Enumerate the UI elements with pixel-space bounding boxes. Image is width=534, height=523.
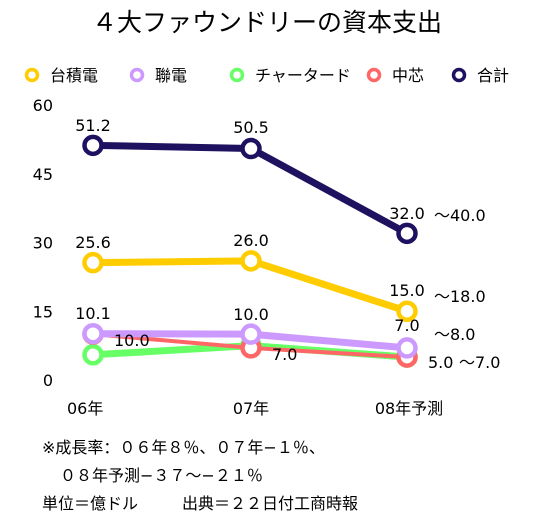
legend-marker-2 [229, 67, 245, 83]
data-labels: 51.2 50.532.025.6 26.015.010.1 10.07.010.07… [75, 116, 500, 372]
y-tick-label: 0 [43, 371, 53, 390]
data-label: 10.0 [233, 305, 269, 324]
y-tick-label: 15 [33, 302, 53, 321]
data-label: 5.0 [428, 353, 453, 372]
legend-label-3: 中芯 [392, 66, 424, 85]
data-label: 51.2 [75, 116, 111, 135]
x-tick-label: 08年予測 [375, 399, 443, 418]
data-point [240, 250, 262, 272]
notes: ※成長率：０６年８％、０７年−１％、 ０８年予測−３７～−２１％ 単位＝億ドル … [42, 438, 358, 513]
data-point [82, 134, 104, 157]
chart-title: ４大ファウンドリーの資本支出 [92, 8, 442, 37]
x-tick-label: 06年 [67, 399, 103, 418]
source-note: 出典＝２２日付工商時報 [182, 494, 358, 513]
legend-marker-1 [129, 67, 145, 83]
data-point [82, 344, 104, 366]
range-label: ～7.0 [459, 353, 500, 372]
data-point [396, 300, 418, 322]
y-tick-label: 60 [33, 96, 53, 115]
data-point [82, 322, 104, 345]
data-label: 15.0 [389, 281, 425, 300]
legend-label-0: 台積電 [50, 66, 98, 85]
series-lines [82, 134, 418, 368]
data-label: 50.5 [233, 118, 269, 137]
x-tick-label: 07年 [233, 399, 269, 418]
legend-marker-4 [451, 67, 467, 83]
range-label: ～40.0 [434, 206, 486, 225]
growth-note-line1: ※成長率：０６年８％、０７年−１％、 [42, 438, 325, 457]
data-point [240, 137, 262, 160]
axes: 0 15 30 45 60 06年 07年 08年予測 [33, 96, 444, 418]
data-point [396, 337, 418, 359]
legend-marker-3 [366, 67, 382, 83]
legend-label-4: 合計 [477, 66, 509, 85]
data-label: 7.0 [272, 345, 297, 364]
data-point [82, 251, 104, 274]
range-label: ～18.0 [434, 287, 486, 306]
legend-label-1: 聯電 [155, 66, 187, 85]
legend-label-2: チャータード [255, 66, 351, 85]
unit-note: 単位＝億ドル [42, 494, 138, 513]
data-label: 26.0 [233, 231, 269, 250]
data-point [240, 323, 262, 345]
legend-marker-0 [24, 67, 40, 83]
data-label: 10.1 [75, 304, 111, 323]
range-label: ～8.0 [434, 325, 475, 344]
y-tick-label: 45 [33, 165, 53, 184]
data-point [396, 222, 418, 245]
data-label: 10.0 [114, 331, 150, 350]
data-label: 25.6 [75, 233, 111, 252]
data-label: 32.0 [389, 204, 425, 223]
growth-note-line2: ０８年予測−３７～−２１％ [60, 466, 263, 485]
y-tick-label: 30 [33, 234, 53, 253]
legend: 台積電 聯電 チャータード 中芯 合計 [24, 66, 509, 85]
data-label: 7.0 [394, 316, 419, 335]
